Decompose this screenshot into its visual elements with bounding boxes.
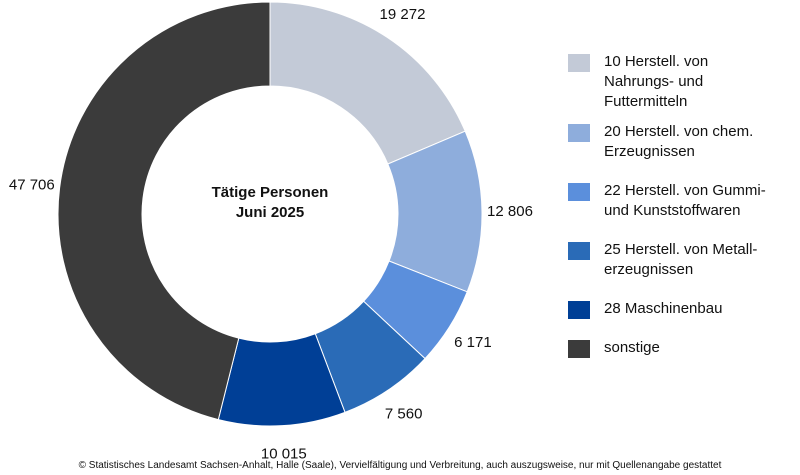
legend-label-10: 10 Herstell. von Nahrungs- und Futtermit… (604, 53, 709, 110)
chart-legend: 10 Herstell. von Nahrungs- und Futtermit… (568, 52, 800, 360)
legend-label-25: 25 Herstell. von Metall- erzeugnissen (604, 241, 758, 278)
center-title-line-1: Tätige Personen (211, 184, 329, 201)
legend-item-25: 25 Herstell. von Metall- erzeugnissen (568, 240, 800, 299)
legend-label-sonstige: sonstige (604, 339, 660, 356)
value-label-10: 19 272 (380, 6, 426, 23)
legend-swatch-20 (568, 124, 590, 142)
value-label-28: 10 015 (261, 446, 307, 463)
legend-swatch-22 (568, 183, 590, 201)
legend-item-22: 22 Herstell. von Gummi- und Kunststoffwa… (568, 181, 800, 240)
value-label-sonstige: 47 706 (9, 177, 55, 194)
copyright-footer: © Statistisches Landesamt Sachsen-Anhalt… (78, 460, 722, 471)
chart-center-title: Tätige Personen Juni 2025 (170, 183, 370, 223)
legend-item-10: 10 Herstell. von Nahrungs- und Futtermit… (568, 52, 800, 122)
value-label-22: 6 171 (454, 334, 492, 351)
slice-sonstige (57, 1, 271, 421)
legend-label-22: 22 Herstell. von Gummi- und Kunststoffwa… (604, 182, 766, 219)
legend-label-28: 28 Maschinenbau (604, 300, 723, 317)
legend-item-28: 28 Maschinenbau (568, 299, 800, 338)
legend-item-20: 20 Herstell. von chem. Erzeugnissen (568, 122, 800, 181)
legend-swatch-28 (568, 301, 590, 319)
value-label-25: 7 560 (385, 405, 423, 422)
center-title-line-2: Juni 2025 (235, 204, 305, 221)
legend-swatch-sonstige (568, 340, 590, 358)
legend-item-sonstige: sonstige (568, 338, 800, 360)
legend-label-20: 20 Herstell. von chem. Erzeugnissen (604, 123, 754, 160)
value-label-20: 12 806 (487, 203, 533, 220)
slice-10 (269, 1, 466, 165)
legend-swatch-25 (568, 242, 590, 260)
legend-swatch-10 (568, 54, 590, 72)
